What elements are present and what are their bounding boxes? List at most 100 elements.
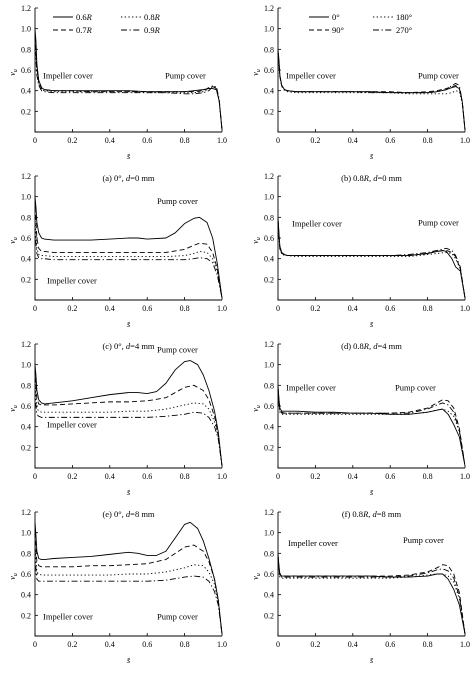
y-tick-label: 0.4 xyxy=(264,423,274,432)
y-tick-label: 0.8 xyxy=(264,213,274,222)
series-line xyxy=(34,521,223,634)
series-line xyxy=(277,222,466,299)
series-line xyxy=(277,555,466,634)
series-line xyxy=(34,196,223,298)
x-tick-label: 1.0 xyxy=(217,472,227,481)
annotation-label: Pump cover xyxy=(165,70,206,80)
x-tick-label: 0.2 xyxy=(310,472,320,481)
panel-e: 0.2 0.4 0.6 0.8 1.0 1.2 0 0.2 0.4 0.6 0.8 1.0 vu s̄ Pu… xyxy=(8,340,227,519)
y-tick-label: 0.6 xyxy=(264,570,274,579)
panel-caption: (b) 0.8R, d=0 mm xyxy=(341,173,402,183)
y-tick-label: 1.0 xyxy=(21,193,31,202)
y-axis-label: vu xyxy=(251,405,262,412)
x-tick-label: 0.4 xyxy=(348,640,358,649)
series-line xyxy=(34,532,223,634)
legend-label: 0.8R xyxy=(144,12,161,22)
x-tick-label: 0 xyxy=(276,472,280,481)
y-axis-label: vu xyxy=(8,573,19,580)
y-tick-label: 1.0 xyxy=(21,25,31,34)
panel-caption: (f) 0.8R, d=8 mm xyxy=(342,509,402,519)
legend-label: 0.7R xyxy=(76,25,93,35)
y-tick-label: 1.2 xyxy=(264,340,274,349)
y-tick-label: 1.0 xyxy=(21,529,31,538)
x-tick-label: 0.2 xyxy=(67,640,77,649)
x-axis-label: s̄ xyxy=(127,656,130,665)
annotation-label: Impeller cover xyxy=(47,275,97,285)
x-tick-label: 1.0 xyxy=(460,304,470,313)
series-line xyxy=(277,52,466,130)
x-tick-label: 0.2 xyxy=(67,304,77,313)
legend-label: 0° xyxy=(332,12,340,22)
series-line xyxy=(34,360,223,466)
x-tick-label: 1.0 xyxy=(217,136,227,145)
series-line xyxy=(34,369,223,466)
legend-label: 270° xyxy=(396,25,412,35)
annotation-label: Pump cover xyxy=(395,383,436,393)
x-tick-label: 0.6 xyxy=(385,472,395,481)
annotation-label: Impeller cover xyxy=(47,420,97,430)
x-tick-label: 0.4 xyxy=(105,472,115,481)
x-tick-label: 0.8 xyxy=(423,304,433,313)
y-axis-label: vu xyxy=(251,573,262,580)
series-line xyxy=(277,557,466,635)
y-tick-label: 0.6 xyxy=(21,570,31,579)
y-tick-label: 0.8 xyxy=(264,45,274,54)
x-axis-label: s̄ xyxy=(370,488,373,497)
x-axis-label: s̄ xyxy=(127,320,130,329)
y-tick-label: 0.8 xyxy=(21,549,31,558)
x-tick-label: 0.4 xyxy=(105,640,115,649)
y-tick-label: 1.2 xyxy=(264,508,274,517)
annotation-label: Pump cover xyxy=(157,611,198,621)
panel-caption: (c) 0°, d=4 mm xyxy=(102,341,154,351)
series-line xyxy=(34,44,223,130)
y-axis-label: vu xyxy=(8,237,19,244)
x-tick-label: 0.8 xyxy=(423,640,433,649)
x-tick-label: 0.8 xyxy=(423,136,433,145)
series-line xyxy=(34,553,223,634)
y-tick-label: 0.4 xyxy=(264,591,274,600)
y-axis-label: vu xyxy=(251,69,262,76)
x-tick-label: 0.8 xyxy=(423,472,433,481)
series-line xyxy=(34,380,223,466)
x-tick-label: 0.4 xyxy=(348,136,358,145)
series-line xyxy=(277,385,466,467)
annotation-label: Pump cover xyxy=(157,344,198,354)
x-tick-label: 0.4 xyxy=(105,136,115,145)
annotation-label: Pump cover xyxy=(157,196,198,206)
y-tick-label: 0.4 xyxy=(264,87,274,96)
x-tick-label: 0.4 xyxy=(348,472,358,481)
legend-label: 90° xyxy=(332,25,344,35)
y-tick-label: 0.2 xyxy=(264,107,274,116)
x-tick-label: 0.6 xyxy=(142,304,152,313)
x-axis-label: s̄ xyxy=(370,152,373,161)
series-line xyxy=(277,553,466,635)
x-tick-label: 0.2 xyxy=(67,472,77,481)
x-tick-label: 0.2 xyxy=(310,640,320,649)
y-tick-label: 1.2 xyxy=(21,340,31,349)
series-line xyxy=(277,219,466,299)
x-tick-label: 1.0 xyxy=(217,640,227,649)
y-tick-label: 0.6 xyxy=(21,66,31,75)
x-axis-label: s̄ xyxy=(127,488,130,497)
x-tick-label: 0.8 xyxy=(180,640,190,649)
y-tick-label: 0.6 xyxy=(264,402,274,411)
x-tick-label: 1.0 xyxy=(460,472,470,481)
y-tick-label: 0.8 xyxy=(21,213,31,222)
annotation-label: Impeller cover xyxy=(286,70,336,80)
annotation-label: Impeller cover xyxy=(286,383,336,393)
y-axis-label: vu xyxy=(8,405,19,412)
y-tick-label: 1.0 xyxy=(264,193,274,202)
axes-frame xyxy=(277,344,465,469)
y-tick-label: 1.2 xyxy=(264,4,274,13)
panel-caption: (a) 0°, d=0 mm xyxy=(102,173,154,183)
panel-g: 0.2 0.4 0.6 0.8 1.0 1.2 0 0.2 0.4 0.6 0.8 1.0 vu s̄ Im… xyxy=(8,508,227,682)
annotation-label: Impeller cover xyxy=(288,538,338,548)
y-tick-label: 0.6 xyxy=(264,66,274,75)
series-line xyxy=(34,28,223,130)
y-tick-label: 0.2 xyxy=(264,275,274,284)
x-axis-label: s̄ xyxy=(370,320,373,329)
x-tick-label: 0.6 xyxy=(385,304,395,313)
y-tick-label: 0.8 xyxy=(264,549,274,558)
x-tick-label: 0.6 xyxy=(385,136,395,145)
